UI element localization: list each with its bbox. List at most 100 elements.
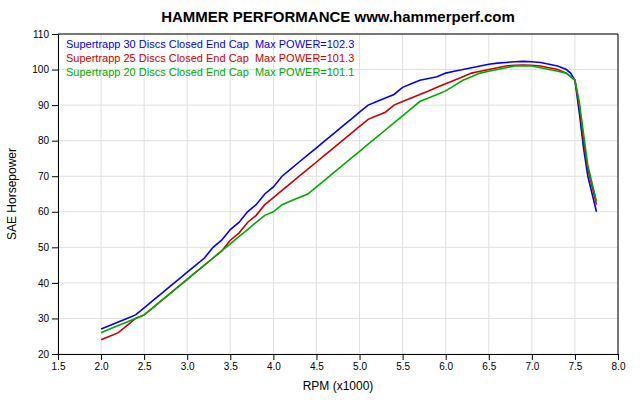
plot: 1.5 2.0 2.5 3.0 3.5 4.0 4.5 5.0 5.5 6.0 6.5 7.0 7.5 8… xyxy=(32,29,626,372)
x-tick-label: 3.5 xyxy=(224,361,238,372)
x-tick: 7.0 xyxy=(525,354,539,372)
x-tick-mark xyxy=(230,354,231,360)
x-grid-line xyxy=(402,34,403,354)
x-tick-mark xyxy=(273,354,274,360)
x-tick-mark xyxy=(101,354,102,360)
x-tick-label: 8.0 xyxy=(612,361,626,372)
y-tick: 100 xyxy=(32,64,58,75)
x-grid-line xyxy=(488,34,489,354)
legend-entry: Supertrapp 30 Discs Closed End Cap Max P… xyxy=(66,38,354,50)
y-axis: 20 30 40 50 60 70 80 90 100 110 xyxy=(32,29,58,360)
x-tick-label: 5.5 xyxy=(396,361,410,372)
y-tick-mark xyxy=(52,247,58,248)
y-tick-mark xyxy=(52,141,58,142)
x-tick-mark xyxy=(403,354,404,360)
x-tick-label: 5.0 xyxy=(353,361,367,372)
y-tick-label: 110 xyxy=(33,29,49,40)
series-group xyxy=(101,61,596,339)
y-tick: 110 xyxy=(33,29,58,40)
x-axis: 1.5 2.0 2.5 3.0 3.5 4.0 4.5 5.0 5.5 6.0 6.5 7.0 7.5 8… xyxy=(52,354,626,372)
x-grid-line xyxy=(101,34,102,354)
y-tick: 90 xyxy=(38,100,58,111)
y-tick: 80 xyxy=(38,135,58,146)
grid xyxy=(58,34,618,354)
y-tick: 20 xyxy=(38,349,58,360)
y-grid-line xyxy=(58,176,618,177)
x-grid-line xyxy=(445,34,446,354)
chart: 1.5 2.0 2.5 3.0 3.5 4.0 4.5 5.0 5.5 6.0 6.5 7.0 7.5 8… xyxy=(0,0,640,400)
x-tick-label: 2.5 xyxy=(138,361,152,372)
y-tick: 40 xyxy=(38,278,58,289)
x-tick: 5.5 xyxy=(396,354,410,372)
y-grid-line xyxy=(58,282,618,283)
x-tick-mark xyxy=(360,354,361,360)
legend: Supertrapp 30 Discs Closed End Cap Max P… xyxy=(66,38,354,78)
y-tick-mark xyxy=(52,318,58,319)
x-tick-mark xyxy=(532,354,533,360)
y-tick: 30 xyxy=(38,313,58,324)
y-tick-label: 50 xyxy=(38,242,50,253)
y-tick: 50 xyxy=(38,242,58,253)
y-tick-mark xyxy=(52,34,58,35)
x-tick-mark xyxy=(316,354,317,360)
x-grid-line xyxy=(273,34,274,354)
x-tick-mark xyxy=(618,354,619,360)
y-tick-mark xyxy=(52,354,58,355)
series-line xyxy=(101,65,596,340)
y-tick-label: 60 xyxy=(38,206,50,217)
x-tick-label: 6.5 xyxy=(482,361,496,372)
y-grid-line xyxy=(58,318,618,319)
y-tick-mark xyxy=(52,212,58,213)
x-grid-line xyxy=(187,34,188,354)
y-grid-line xyxy=(58,34,618,35)
x-axis-title: RPM (x1000) xyxy=(303,379,374,393)
x-tick-label: 7.5 xyxy=(568,361,582,372)
y-grid-line xyxy=(58,247,618,248)
y-tick-label: 70 xyxy=(38,171,50,182)
x-tick: 8.0 xyxy=(612,354,626,372)
legend-entry: Supertrapp 20 Discs Closed End Cap Max P… xyxy=(66,66,354,78)
x-tick: 3.0 xyxy=(181,354,195,372)
x-tick: 4.0 xyxy=(267,354,281,372)
y-tick-mark xyxy=(52,176,58,177)
x-tick: 6.0 xyxy=(439,354,453,372)
x-grid-line xyxy=(618,34,619,354)
y-tick-label: 40 xyxy=(38,278,50,289)
y-tick-label: 20 xyxy=(38,349,50,360)
x-tick-mark xyxy=(144,354,145,360)
y-tick-label: 30 xyxy=(38,313,50,324)
x-tick-mark xyxy=(187,354,188,360)
x-tick-label: 7.0 xyxy=(525,361,539,372)
y-axis-title: SAE Horsepower xyxy=(5,148,19,240)
y-axis-line xyxy=(52,35,59,355)
x-tick: 1.5 xyxy=(52,354,66,372)
frame-right xyxy=(618,34,619,354)
x-tick-label: 6.0 xyxy=(439,361,453,372)
frame-top xyxy=(58,34,618,35)
x-tick: 5.0 xyxy=(353,354,367,372)
x-tick-mark xyxy=(575,354,576,360)
legend-entry: Supertrapp 25 Discs Closed End Cap Max P… xyxy=(66,52,354,64)
x-grid-line xyxy=(144,34,145,354)
y-tick-label: 100 xyxy=(32,64,49,75)
y-grid-line xyxy=(58,140,618,141)
x-tick-label: 4.0 xyxy=(267,361,281,372)
x-tick: 6.5 xyxy=(482,354,496,372)
y-tick-label: 90 xyxy=(38,100,50,111)
x-grid-line xyxy=(316,34,317,354)
x-grid-line xyxy=(359,34,360,354)
x-tick: 3.5 xyxy=(224,354,238,372)
x-tick: 7.5 xyxy=(568,354,582,372)
x-tick-label: 2.0 xyxy=(95,361,109,372)
x-tick-mark xyxy=(489,354,490,360)
x-tick-label: 1.5 xyxy=(52,361,66,372)
x-tick: 2.0 xyxy=(95,354,109,372)
title: HAMMER PERFORMANCE www.hammerperf.com xyxy=(161,8,515,25)
series-line xyxy=(101,66,596,333)
y-tick-mark xyxy=(52,70,58,71)
y-grid-line xyxy=(58,105,618,106)
x-tick: 4.5 xyxy=(310,354,324,372)
y-tick-mark xyxy=(52,105,58,106)
x-tick-mark xyxy=(446,354,447,360)
y-tick-label: 80 xyxy=(38,135,50,146)
